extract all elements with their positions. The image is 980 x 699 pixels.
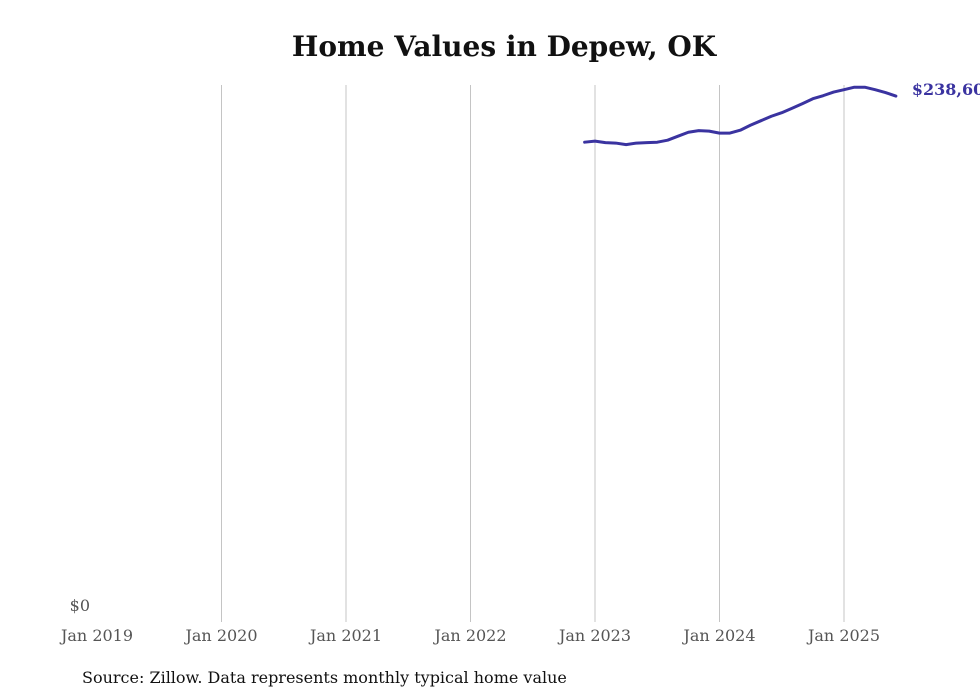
x-tick-label: Jan 2024 (681, 626, 755, 645)
series-line (583, 85, 898, 147)
source-note: Source: Zillow. Data represents monthly … (82, 668, 567, 687)
x-tick-label: Jan 2019 (59, 626, 133, 645)
x-tick-label: Jan 2022 (432, 626, 506, 645)
x-tick-label: Jan 2023 (557, 626, 631, 645)
line-chart: Jan 2019 Jan 2020 Jan 2021 Jan 2022 Jan 2023… (59, 80, 980, 645)
x-tick-label: Jan 2025 (806, 626, 880, 645)
x-tick-label: Jan 2020 (183, 626, 257, 645)
x-tick-label: Jan 2021 (308, 626, 382, 645)
chart-title: Home Values in Depew, OK (291, 30, 717, 63)
y-tick-label: $0 (70, 596, 90, 615)
end-value-label: $238,600 (912, 80, 980, 99)
